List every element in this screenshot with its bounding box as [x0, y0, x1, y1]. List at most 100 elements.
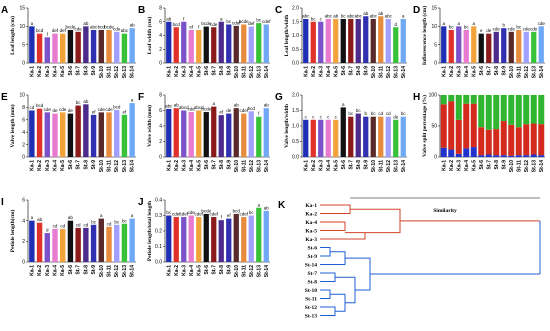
- significance-letter: cdef: [209, 212, 218, 217]
- significance-letter: abc: [385, 14, 393, 19]
- x-tick-label: St-13: [393, 66, 399, 78]
- x-tick-label: Ka-4: [326, 160, 332, 171]
- x-tick-label: Ka-2: [37, 160, 43, 171]
- significance-letter: abc: [347, 14, 355, 19]
- y-axis-label: Valve length/width: [284, 104, 290, 148]
- bar: [67, 30, 74, 63]
- leaf-label: St-14: [305, 263, 317, 269]
- significance-letter: a: [212, 101, 215, 106]
- bar: [241, 113, 247, 157]
- bar: [67, 113, 74, 157]
- significance-letter: cdef: [172, 212, 181, 217]
- x-tick-label: St-6: [204, 160, 210, 170]
- bar: [303, 119, 309, 157]
- bar: [340, 107, 346, 157]
- bar: [211, 106, 217, 157]
- x-tick-label: St-8: [219, 160, 225, 170]
- bar-segment: [523, 95, 530, 125]
- significance-letter: f: [258, 111, 260, 116]
- x-tick-label: St-6: [479, 66, 485, 76]
- bar: [173, 217, 179, 262]
- significance-letter: bc: [356, 108, 362, 113]
- bar: [348, 19, 354, 63]
- x-tick-label: St-10: [371, 66, 377, 78]
- bar: [241, 24, 247, 63]
- significance-letter: c: [327, 114, 330, 119]
- bar-segment: [500, 121, 507, 156]
- significance-letter: bcde: [201, 21, 211, 26]
- significance-letter: bc: [166, 210, 172, 215]
- bar: [173, 108, 179, 157]
- significance-letter: a: [31, 215, 34, 220]
- leaf-label: St-13: [305, 314, 317, 320]
- bar-segment: [455, 153, 462, 157]
- significance-letter: e: [480, 28, 483, 33]
- bar: [67, 220, 74, 262]
- significance-letter: ef: [123, 109, 128, 114]
- x-tick-label: St-8: [83, 265, 89, 275]
- bar: [318, 21, 324, 63]
- bar: [60, 112, 66, 157]
- significance-letter: bcd: [98, 25, 106, 30]
- leaf-label: Ka-5: [305, 229, 317, 235]
- bar-segment: [478, 127, 485, 156]
- x-tick-label: St-10: [99, 160, 105, 172]
- significance-letter: b: [364, 111, 367, 116]
- x-tick-label: St-7: [348, 160, 354, 170]
- bar: [181, 217, 187, 262]
- y-tick-label: 5: [22, 42, 25, 48]
- x-tick-label: St-12: [249, 66, 255, 78]
- significance-letter: ab: [264, 103, 270, 108]
- bar: [456, 26, 462, 63]
- bar: [29, 26, 35, 63]
- y-axis-label: Leaf length (cm): [9, 16, 16, 55]
- bar: [256, 23, 262, 63]
- bar: [173, 27, 179, 63]
- x-tick-label: St-9: [91, 265, 97, 275]
- panel-label: K: [278, 200, 286, 211]
- x-tick-label: St-6: [479, 160, 485, 170]
- bar: [203, 213, 209, 262]
- bar: [363, 16, 369, 63]
- significance-letter: de: [486, 28, 492, 33]
- significance-letter: bc: [449, 25, 455, 30]
- x-tick-label: St-8: [83, 160, 89, 170]
- bar-segment: [530, 154, 537, 157]
- significance-letter: d: [394, 22, 397, 27]
- panel-label: C: [275, 5, 282, 16]
- x-tick-label: Ka-2: [449, 160, 455, 171]
- significance-letter: cde: [98, 107, 106, 112]
- significance-letter: cde: [508, 26, 516, 31]
- bar-segment: [463, 148, 470, 157]
- bar: [83, 26, 89, 63]
- bar: [248, 111, 254, 157]
- x-tick-label: Ka-1: [166, 265, 172, 276]
- y-tick-label: 6: [159, 108, 162, 114]
- significance-letter: ab: [68, 215, 74, 220]
- significance-letter: bc: [401, 111, 407, 116]
- bar: [60, 228, 66, 262]
- x-tick-label: St-6: [341, 160, 347, 170]
- significance-letter: ab: [264, 205, 270, 210]
- significance-letter: c: [335, 114, 338, 119]
- significance-letter: cdef: [194, 212, 203, 217]
- x-tick-label: Ka-1: [166, 160, 172, 171]
- x-tick-label: St-13: [122, 66, 128, 78]
- bar-segment: [508, 95, 515, 125]
- significance-letter: abc: [370, 14, 378, 19]
- significance-letter: a: [342, 102, 345, 107]
- significance-letter: abc: [325, 14, 333, 19]
- x-tick-label: St-13: [256, 265, 262, 277]
- bar: [471, 26, 477, 63]
- y-tick-label: 100: [429, 93, 438, 99]
- bar: [241, 217, 247, 262]
- bar-segment: [493, 155, 500, 157]
- bar: [211, 27, 217, 63]
- x-tick-label: St-7: [348, 66, 354, 76]
- y-tick-label: 1.5: [292, 19, 299, 25]
- significance-letter: cde: [493, 26, 501, 31]
- x-tick-label: St-6: [341, 66, 347, 76]
- bar-segment: [448, 95, 455, 102]
- bar-segment: [440, 104, 447, 148]
- leaf-label: St-11: [305, 297, 317, 303]
